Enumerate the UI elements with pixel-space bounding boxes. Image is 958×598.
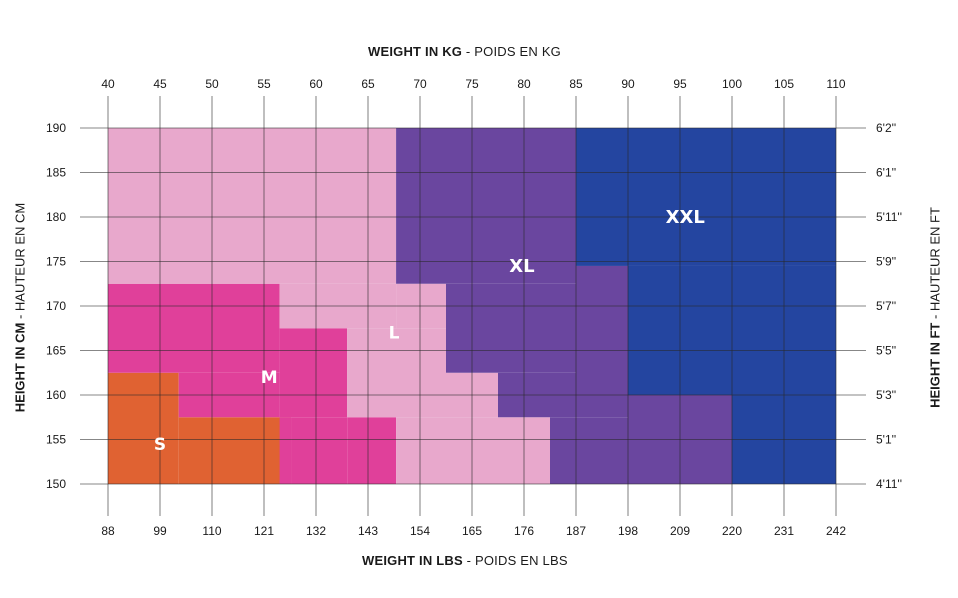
zone-m-region bbox=[279, 328, 348, 418]
zone-xl-region bbox=[446, 283, 576, 373]
x-tick-lbs: 198 bbox=[618, 524, 638, 538]
x-tick-kg: 65 bbox=[361, 77, 375, 91]
x-tick-kg: 90 bbox=[621, 77, 635, 91]
x-tick-lbs: 154 bbox=[410, 524, 430, 538]
y-tick-ft: 6'1'' bbox=[876, 166, 896, 180]
zone-s-region bbox=[108, 372, 179, 484]
y-tick-ft: 4'11'' bbox=[876, 477, 902, 491]
x-tick-kg: 80 bbox=[517, 77, 531, 91]
x-tick-kg: 55 bbox=[257, 77, 271, 91]
x-tick-lbs: 99 bbox=[153, 524, 167, 538]
zone-label-s: S bbox=[154, 435, 166, 455]
zone-label-xxl: XXL bbox=[666, 207, 705, 228]
grid-lines bbox=[80, 96, 866, 516]
x-tick-kg: 85 bbox=[569, 77, 583, 91]
y-tick-ft: 5'1'' bbox=[876, 433, 896, 447]
y-tick-cm: 155 bbox=[46, 433, 66, 447]
y-tick-ft: 5'9'' bbox=[876, 255, 896, 269]
x-tick-kg: 50 bbox=[205, 77, 219, 91]
y-tick-cm: 170 bbox=[46, 299, 66, 313]
zone-xxl-region bbox=[576, 128, 836, 266]
y-tick-ft: 5'7'' bbox=[876, 299, 896, 313]
x-tick-kg: 40 bbox=[101, 77, 115, 91]
x-tick-kg: 100 bbox=[722, 77, 742, 91]
y-tick-ft: 6'2'' bbox=[876, 121, 896, 135]
zone-xl-region bbox=[396, 128, 576, 284]
x-tick-lbs: 110 bbox=[202, 524, 221, 538]
y-tick-cm: 160 bbox=[46, 388, 66, 402]
zone-s-region bbox=[178, 417, 292, 484]
zone-l-region bbox=[347, 328, 446, 418]
left-axis-title: HEIGHT IN CM - HAUTEUR EN CM bbox=[12, 202, 28, 413]
x-tick-lbs: 209 bbox=[670, 524, 690, 538]
x-tick-lbs: 165 bbox=[462, 524, 482, 538]
zone-m-region bbox=[108, 283, 280, 373]
x-tick-kg: 70 bbox=[413, 77, 427, 91]
y-tick-ft: 5'3'' bbox=[876, 388, 896, 402]
x-tick-lbs: 231 bbox=[774, 524, 794, 538]
y-tick-cm: 150 bbox=[46, 477, 66, 491]
y-tick-cm: 165 bbox=[46, 344, 66, 358]
x-tick-kg: 110 bbox=[826, 77, 845, 91]
tick-labels: 40 45 50 55 60 65 70 75 80 85 90 95 100 105 110 88 99 110… bbox=[46, 77, 902, 538]
x-tick-lbs: 121 bbox=[254, 524, 274, 538]
x-tick-lbs: 143 bbox=[358, 524, 378, 538]
x-tick-lbs: 187 bbox=[566, 524, 586, 538]
x-tick-lbs: 132 bbox=[306, 524, 326, 538]
x-tick-lbs: 88 bbox=[101, 524, 115, 538]
top-axis-title: WEIGHT IN KG - POIDS EN KG bbox=[368, 44, 561, 59]
zone-m-region bbox=[347, 417, 397, 484]
x-tick-kg: 75 bbox=[465, 77, 479, 91]
x-tick-lbs: 242 bbox=[826, 524, 846, 538]
y-tick-cm: 190 bbox=[46, 121, 66, 135]
y-tick-cm: 180 bbox=[46, 210, 66, 224]
zone-label-l: L bbox=[389, 324, 400, 344]
zone-labels: S M L XL XXL bbox=[154, 207, 705, 455]
zone-m-region bbox=[279, 417, 292, 484]
x-tick-kg: 95 bbox=[673, 77, 687, 91]
x-tick-kg: 105 bbox=[774, 77, 794, 91]
zone-label-xl: XL bbox=[509, 256, 534, 277]
right-axis-title: HEIGHT IN FT - HAUTEUR EN FT bbox=[927, 207, 943, 408]
zone-m-region bbox=[291, 417, 348, 484]
zone-xl-region bbox=[576, 265, 628, 418]
zone-label-m: M bbox=[261, 368, 278, 388]
y-tick-ft: 5'5'' bbox=[876, 344, 896, 358]
x-tick-lbs: 220 bbox=[722, 524, 742, 538]
x-tick-kg: 45 bbox=[153, 77, 167, 91]
zone-l-region bbox=[396, 417, 446, 484]
x-tick-lbs: 176 bbox=[514, 524, 534, 538]
y-tick-cm: 175 bbox=[46, 255, 66, 269]
zone-xl-region bbox=[550, 417, 628, 484]
x-tick-kg: 60 bbox=[309, 77, 323, 91]
zone-l-region bbox=[108, 128, 397, 284]
bottom-axis-title: WEIGHT IN LBS - POIDS EN LBS bbox=[362, 553, 568, 568]
y-tick-ft: 5'11'' bbox=[876, 210, 902, 224]
y-tick-cm: 185 bbox=[46, 166, 66, 180]
